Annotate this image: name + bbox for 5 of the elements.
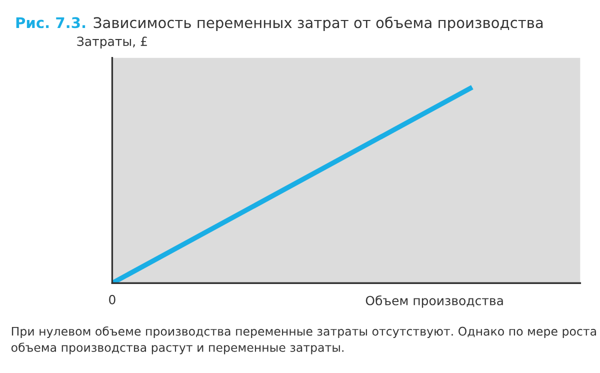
x-axis-title: Объем производства bbox=[366, 295, 503, 308]
text: При нулевом объеме производства переменные затраты отсутствуют. Однако по мере роста объема производства растут и переменные затраты. bbox=[11, 326, 596, 354]
y-axis-title: Затраты, £ bbox=[77, 36, 147, 48]
chart-title: Рис. 7.3. Зависимость переменных затрат от объема производства bbox=[16, 16, 543, 32]
text: 0 bbox=[109, 294, 116, 304]
